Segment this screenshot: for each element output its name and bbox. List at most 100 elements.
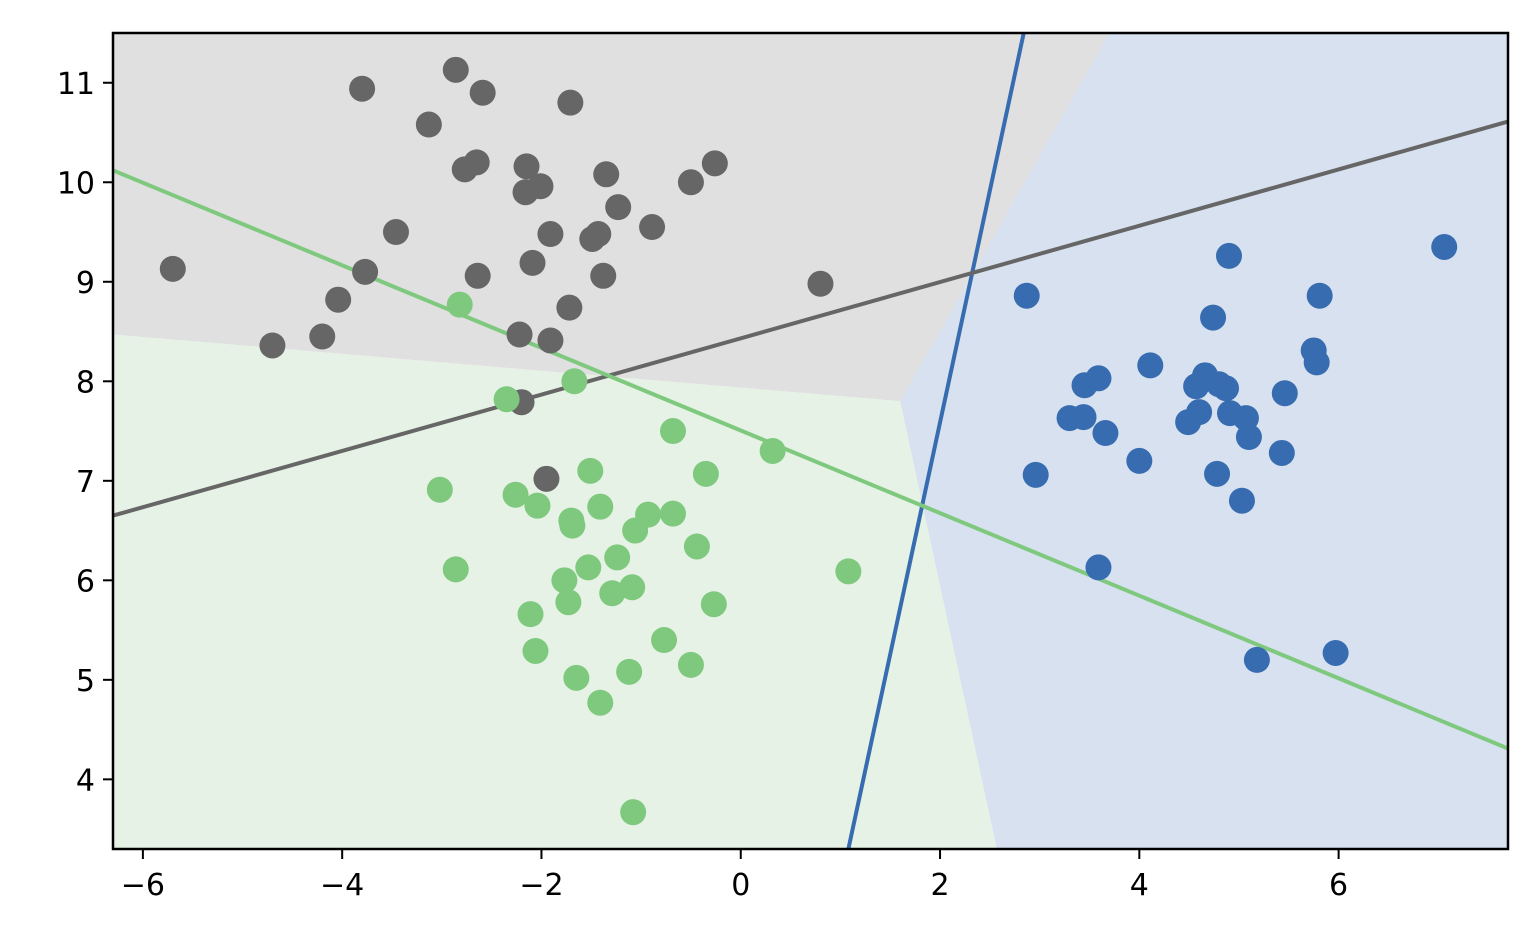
data-point-blue bbox=[1013, 282, 1040, 309]
data-point-gray bbox=[590, 262, 617, 289]
data-point-gray bbox=[701, 150, 728, 177]
data-point-gray bbox=[593, 161, 620, 188]
x-axis: −6 −4 −2 0 2 4 6 bbox=[121, 849, 1348, 903]
data-point-blue bbox=[1322, 639, 1349, 666]
data-point-green bbox=[683, 533, 710, 560]
data-point-gray bbox=[807, 270, 834, 297]
data-point-green bbox=[555, 589, 582, 616]
data-point-gray bbox=[519, 249, 546, 276]
data-point-blue bbox=[1126, 447, 1153, 474]
data-point-blue bbox=[1175, 409, 1202, 436]
data-point-gray bbox=[352, 258, 379, 285]
boundary-line-gray bbox=[113, 119, 1508, 518]
x-tick-label: −6 bbox=[121, 868, 165, 903]
y-tick-label: 6 bbox=[76, 564, 95, 599]
data-point-green bbox=[620, 799, 647, 826]
data-point-gray bbox=[415, 111, 442, 138]
data-point-green bbox=[659, 418, 686, 445]
data-point-blue bbox=[1070, 404, 1097, 431]
data-point-blue bbox=[1071, 372, 1098, 399]
y-tick-label: 9 bbox=[76, 266, 95, 301]
data-point-green bbox=[522, 637, 549, 664]
data-point-green bbox=[599, 580, 626, 607]
data-point-blue bbox=[1200, 304, 1227, 331]
data-point-gray bbox=[464, 262, 491, 289]
data-point-gray bbox=[463, 149, 490, 176]
data-point-blue bbox=[1228, 487, 1255, 514]
data-point-gray bbox=[349, 75, 376, 102]
region-blue bbox=[900, 33, 1508, 849]
data-point-gray bbox=[556, 294, 583, 321]
data-point-green bbox=[587, 493, 614, 520]
data-point-blue bbox=[1022, 461, 1049, 488]
data-point-green bbox=[493, 386, 520, 413]
data-point-gray bbox=[469, 79, 496, 106]
data-point-green bbox=[604, 544, 631, 571]
x-tick-label: 4 bbox=[1130, 868, 1149, 903]
data-point-green bbox=[563, 664, 590, 691]
data-point-gray bbox=[585, 221, 612, 248]
data-point-green bbox=[587, 689, 614, 716]
data-point-green bbox=[659, 500, 686, 527]
scatter-points bbox=[159, 56, 1458, 826]
data-point-blue bbox=[1085, 554, 1112, 581]
boundary-line-green bbox=[113, 168, 1508, 751]
data-point-gray bbox=[506, 321, 533, 348]
x-tick-label: −2 bbox=[519, 868, 563, 903]
data-point-blue bbox=[1183, 373, 1210, 400]
data-point-blue bbox=[1271, 380, 1298, 407]
data-point-gray bbox=[382, 219, 409, 246]
data-point-gray bbox=[259, 332, 286, 359]
data-point-blue bbox=[1303, 349, 1330, 376]
data-point-green bbox=[442, 556, 469, 583]
y-tick-label: 4 bbox=[76, 763, 95, 798]
data-point-green bbox=[517, 601, 544, 628]
data-point-gray bbox=[533, 465, 560, 492]
data-point-gray bbox=[537, 221, 564, 248]
data-point-green bbox=[692, 460, 719, 487]
data-point-gray bbox=[639, 214, 666, 241]
x-tick-label: −4 bbox=[320, 868, 364, 903]
data-point-green bbox=[677, 651, 704, 678]
data-point-green bbox=[426, 476, 453, 503]
data-point-blue bbox=[1137, 352, 1164, 379]
y-tick-label: 10 bbox=[57, 166, 95, 201]
decision-boundary-lines bbox=[113, 33, 1508, 849]
data-point-green bbox=[700, 591, 727, 618]
data-point-green bbox=[616, 658, 643, 685]
data-point-gray bbox=[605, 194, 632, 221]
y-tick-label: 7 bbox=[76, 465, 95, 500]
data-point-green bbox=[577, 457, 604, 484]
y-tick-label: 8 bbox=[76, 365, 95, 400]
y-tick-label: 11 bbox=[57, 67, 95, 102]
data-point-gray bbox=[537, 327, 564, 354]
data-point-gray bbox=[309, 323, 336, 350]
data-point-green bbox=[619, 574, 646, 601]
x-tick-label: 2 bbox=[930, 868, 949, 903]
data-point-gray bbox=[159, 255, 186, 282]
x-tick-label: 0 bbox=[731, 868, 750, 903]
data-point-blue bbox=[1268, 439, 1295, 466]
data-point-green bbox=[622, 517, 649, 544]
data-point-green bbox=[559, 512, 586, 539]
data-point-green bbox=[759, 437, 786, 464]
data-point-gray bbox=[557, 89, 584, 116]
data-point-blue bbox=[1306, 282, 1333, 309]
data-point-blue bbox=[1092, 420, 1119, 447]
data-point-green bbox=[561, 368, 588, 395]
x-tick-label: 6 bbox=[1329, 868, 1348, 903]
data-point-green bbox=[835, 558, 862, 585]
data-point-gray bbox=[677, 169, 704, 196]
data-point-green bbox=[551, 567, 578, 594]
data-point-blue bbox=[1243, 646, 1270, 673]
data-point-green bbox=[446, 291, 473, 318]
data-point-blue bbox=[1213, 375, 1240, 402]
data-point-blue bbox=[1216, 242, 1242, 269]
data-point-gray bbox=[325, 286, 352, 313]
boundary-line-blue bbox=[846, 33, 1026, 849]
data-point-gray bbox=[442, 56, 469, 83]
data-point-blue bbox=[1235, 424, 1262, 451]
data-point-green bbox=[651, 627, 678, 654]
data-point-blue bbox=[1204, 460, 1231, 487]
